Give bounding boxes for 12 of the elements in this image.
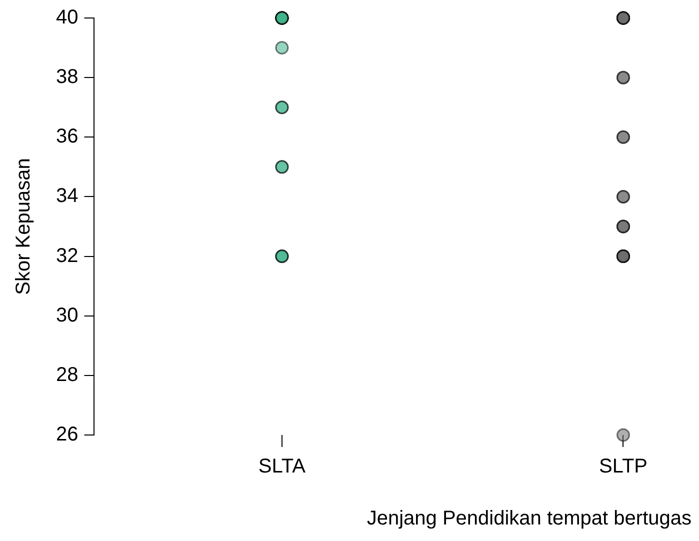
y-tick-label: 32 bbox=[56, 244, 78, 267]
y-tick-label: 28 bbox=[56, 364, 78, 386]
x-tick-label: SLTA bbox=[258, 456, 306, 478]
y-tick-label: 26 bbox=[56, 424, 78, 446]
y-tick-label: 38 bbox=[56, 66, 78, 88]
y-tick-label: 36 bbox=[56, 126, 78, 148]
y-axis-title: Skor Kepuasan bbox=[12, 158, 35, 295]
y-tick-label: 30 bbox=[56, 304, 78, 326]
x-tick-label: SLTP bbox=[598, 456, 648, 478]
y-tick-label: 40 bbox=[56, 6, 78, 29]
x-axis-title: Jenjang Pendidikan tempat bertugas bbox=[366, 508, 692, 530]
y-tick-label: 34 bbox=[56, 185, 78, 208]
